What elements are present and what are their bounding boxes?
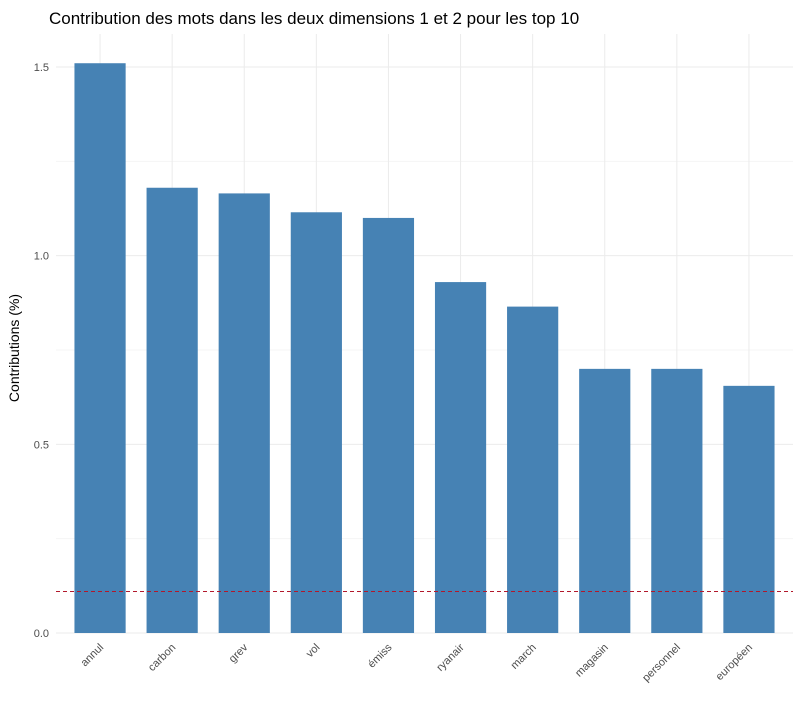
chart-title: Contribution des mots dans les deux dime… — [49, 9, 579, 28]
x-tick-label: carbon — [146, 642, 178, 674]
x-tick-label: vol — [304, 642, 322, 660]
bar-8 — [579, 368, 631, 633]
bar-1 — [74, 63, 126, 633]
x-tick-label: émiss — [366, 641, 395, 670]
x-tick-label: march — [509, 642, 539, 672]
x-tick-label: ryanair — [434, 641, 466, 673]
x-axis: annul carbon grev vol émiss ryanair march magas… — [79, 641, 755, 684]
y-axis-title: Contributions (%) — [6, 294, 22, 402]
y-tick-label: 0.5 — [34, 439, 49, 451]
y-tick-label: 1.0 — [34, 251, 49, 263]
bar-4 — [290, 212, 342, 634]
bar-6 — [434, 282, 487, 633]
y-axis: 0.0 0.5 1.0 1.5 — [34, 62, 49, 640]
x-tick-label: personnel — [640, 642, 683, 685]
x-tick-label: grev — [227, 641, 251, 665]
bar-7 — [507, 306, 559, 633]
bar-10 — [723, 385, 775, 633]
x-tick-label: européen — [714, 642, 755, 683]
bar-2 — [146, 187, 198, 633]
x-tick-label: magasin — [573, 642, 611, 680]
bars — [74, 63, 775, 634]
bar-3 — [218, 193, 270, 633]
bar-5 — [362, 217, 415, 633]
y-tick-label: 1.5 — [34, 62, 49, 74]
bar-9 — [651, 368, 703, 633]
x-tick-label: annul — [79, 642, 107, 670]
y-tick-label: 0.0 — [34, 628, 49, 640]
